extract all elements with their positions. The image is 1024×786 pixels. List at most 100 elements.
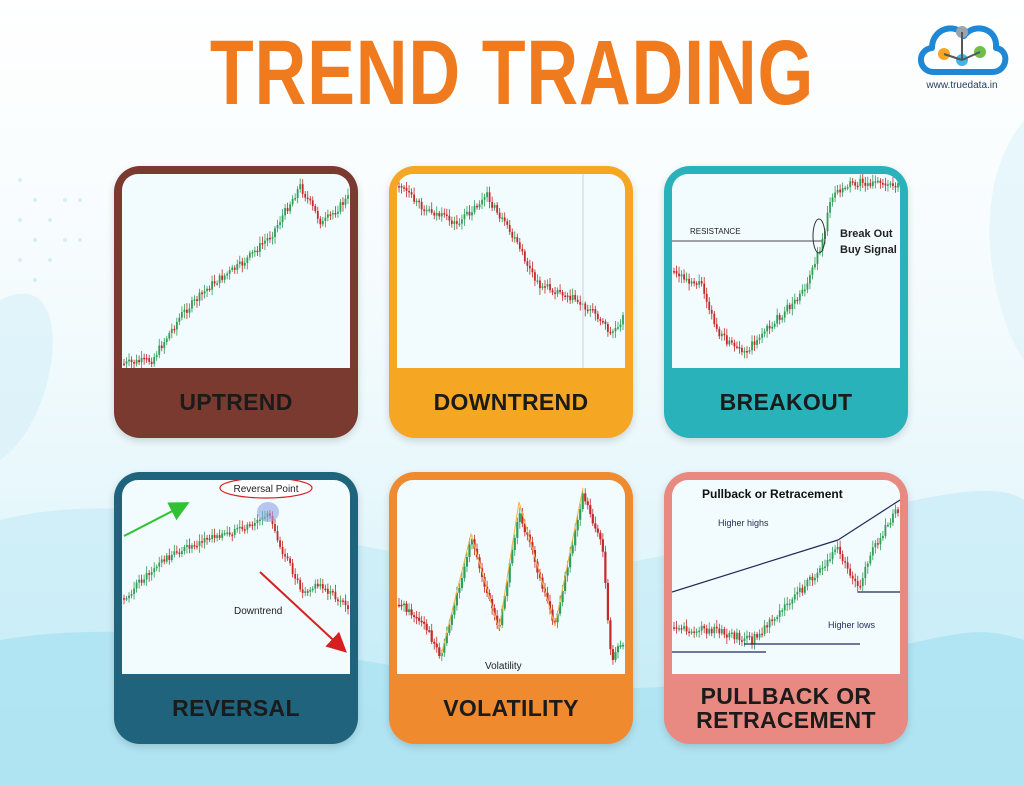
candle-body xyxy=(571,294,574,301)
candle-body xyxy=(688,278,691,284)
candle-body xyxy=(871,181,874,186)
breakout-chart: RESISTANCE Break Out Buy Signal xyxy=(672,174,900,368)
candle-body xyxy=(854,182,857,186)
candle-body xyxy=(814,577,816,581)
candle-body xyxy=(513,237,516,239)
candle-body xyxy=(781,317,784,320)
candle-body xyxy=(736,632,738,640)
candle-body xyxy=(788,603,791,606)
candle-body xyxy=(544,286,546,288)
candle-body xyxy=(168,333,171,339)
candle-body xyxy=(516,521,519,538)
candle-body xyxy=(793,299,796,304)
candle-body xyxy=(430,209,433,213)
candle-body xyxy=(889,522,892,525)
candle-body xyxy=(566,295,569,298)
candle-body xyxy=(718,328,721,337)
candle-body xyxy=(256,250,259,253)
candle-body xyxy=(695,631,698,633)
card-label-volatility: VOLATILITY xyxy=(443,695,579,721)
candle-body xyxy=(826,559,829,567)
candle-body xyxy=(793,594,796,600)
candle-body xyxy=(301,184,304,194)
candle-body xyxy=(523,523,526,533)
candle-body xyxy=(334,591,337,600)
candle-body xyxy=(881,535,884,539)
candle-body xyxy=(556,613,559,623)
candle-body xyxy=(518,513,521,522)
candle-body xyxy=(569,553,572,568)
candle-body xyxy=(778,315,781,320)
candle-body xyxy=(314,583,317,589)
candle-body xyxy=(756,339,758,345)
candle-body xyxy=(238,526,241,529)
candle-body xyxy=(503,217,506,222)
candle-body xyxy=(415,200,418,203)
candle-body xyxy=(286,556,289,559)
candle-body xyxy=(773,618,776,621)
candle-body xyxy=(809,576,811,580)
candle-body xyxy=(673,627,675,629)
candle-body xyxy=(680,628,683,630)
candle-body xyxy=(839,546,842,555)
candle-body xyxy=(160,345,163,349)
candle-body xyxy=(584,303,587,310)
candle-body xyxy=(342,202,344,205)
candle-body xyxy=(294,574,297,579)
candle-body xyxy=(831,197,834,203)
candle-body xyxy=(876,180,879,183)
candle-body xyxy=(743,638,746,641)
candle-body xyxy=(730,340,733,343)
candle-body xyxy=(326,588,329,594)
candle-body xyxy=(228,270,231,274)
candle-body xyxy=(331,590,334,593)
candle-body xyxy=(493,608,496,616)
candle-body xyxy=(196,299,198,301)
candle-body xyxy=(455,592,458,606)
candle-body xyxy=(233,529,236,536)
candle-body xyxy=(397,604,401,607)
card-reversal: Reversal Point Downtrend REVERSAL xyxy=(114,472,358,744)
candle-body xyxy=(430,630,433,642)
candle-body xyxy=(622,314,624,325)
candle-body xyxy=(887,524,889,527)
candle-body xyxy=(233,267,236,270)
candle-body xyxy=(466,211,468,215)
candle-body xyxy=(123,363,125,366)
candle-body xyxy=(476,205,478,208)
candle-body xyxy=(213,281,216,284)
reversal-chart: Reversal Point Downtrend xyxy=(122,480,350,674)
candle-body xyxy=(559,289,561,293)
candle-body xyxy=(337,211,339,214)
candle-body xyxy=(710,628,713,634)
candle-body xyxy=(606,582,609,621)
candle-body xyxy=(405,187,408,191)
candle-body xyxy=(526,532,529,535)
candle-body xyxy=(150,572,153,575)
candle-body xyxy=(892,183,894,187)
downtrend-label: Downtrend xyxy=(234,606,282,617)
candle-body xyxy=(193,545,196,547)
candle-body xyxy=(145,573,148,580)
candle-body xyxy=(778,610,781,617)
candle-body xyxy=(241,526,244,530)
candle-body xyxy=(723,628,726,635)
candle-body xyxy=(248,524,251,526)
downtrend-chart xyxy=(397,174,625,368)
candle-body xyxy=(892,513,894,523)
candle-body xyxy=(576,519,579,531)
candle-body xyxy=(846,562,849,569)
candle-body xyxy=(133,362,135,364)
candle-body xyxy=(528,265,531,269)
candle-body xyxy=(539,280,541,289)
candle-body xyxy=(564,575,567,591)
candle-body xyxy=(226,532,229,535)
candle-body xyxy=(158,562,161,567)
candle-body xyxy=(708,301,711,310)
candle-body xyxy=(616,646,620,653)
candle-body xyxy=(546,592,549,602)
uptrend-arrow xyxy=(123,502,190,537)
candle-body xyxy=(601,539,604,552)
candle-body xyxy=(876,543,879,545)
candle-body xyxy=(488,192,491,203)
